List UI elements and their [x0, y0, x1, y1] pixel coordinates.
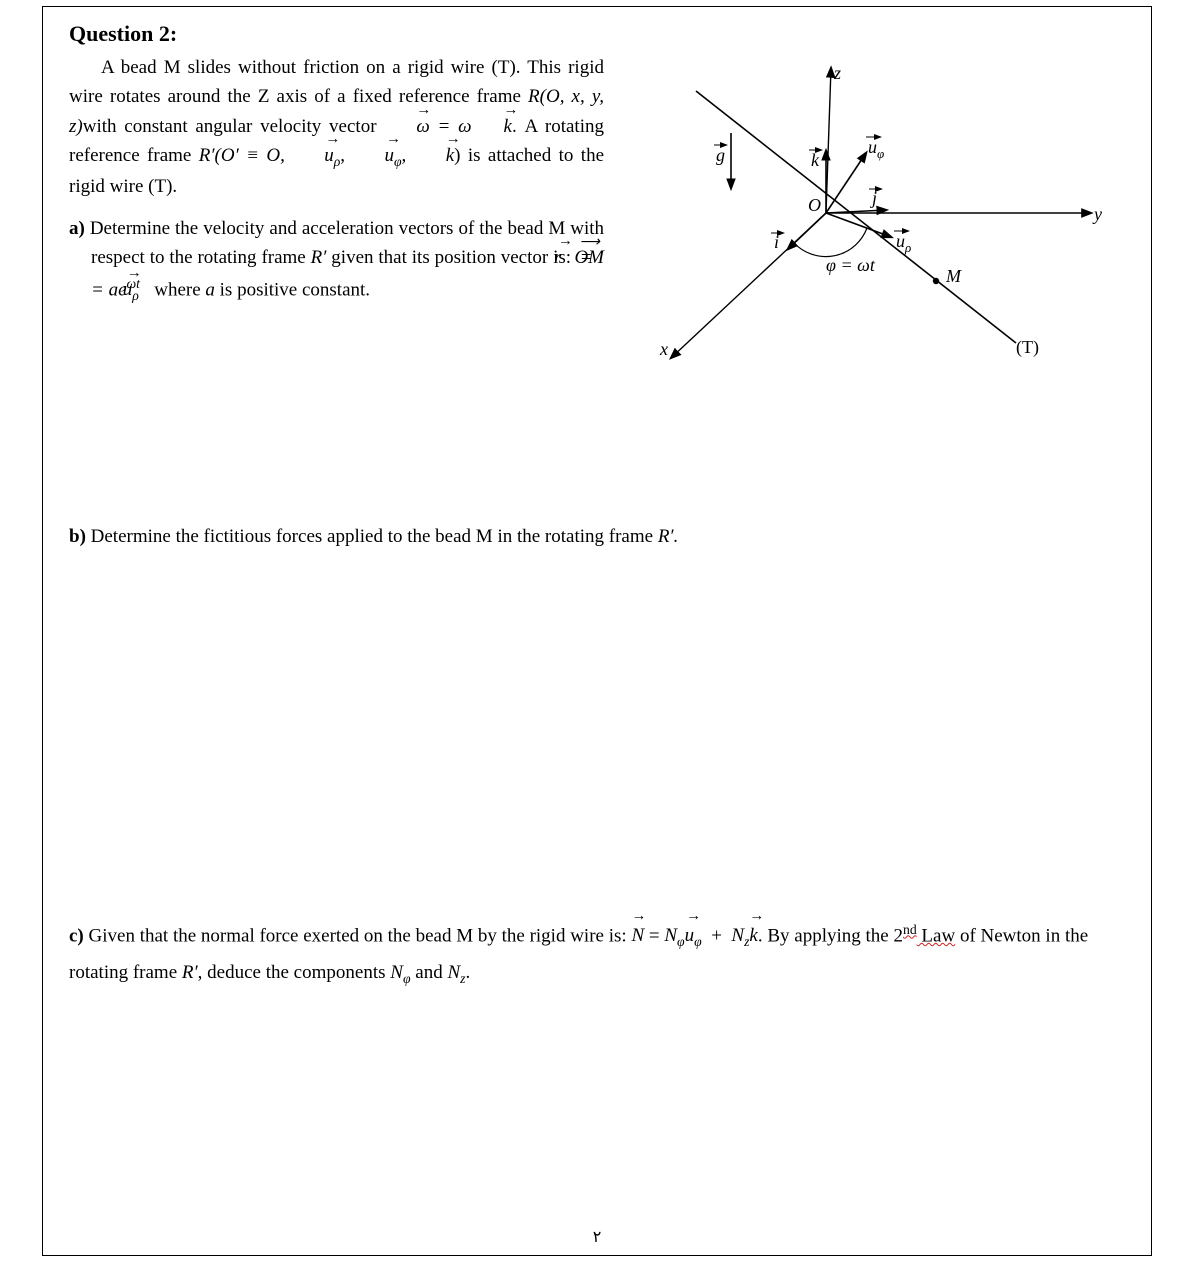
T-label: (T) — [1016, 337, 1039, 358]
omega-sym: ω — [416, 116, 429, 137]
rprime-frame: R′(O′ ≡ O, — [199, 145, 292, 166]
uphi-unit — [826, 153, 866, 213]
k-vector: →k — [472, 112, 512, 141]
point-M — [933, 278, 939, 284]
part-a: a) Determine the velocity and accelerati… — [69, 214, 604, 306]
j-label: j — [870, 188, 877, 208]
phi-eq-label: φ = ωt — [826, 255, 876, 275]
part-b-label: b) — [69, 526, 91, 547]
pc-4: , deduce the components — [198, 962, 391, 983]
k-label: k — [811, 150, 820, 170]
pb-R: R′. — [658, 526, 679, 547]
N-vector: →N — [631, 918, 644, 954]
pa-2: given that its position vector is: — [326, 247, 576, 268]
g-label: g — [716, 145, 725, 165]
O-label: O — [808, 195, 821, 215]
part-c: c) Given that the normal force exerted o… — [69, 917, 1125, 992]
u-sym4: u — [685, 925, 695, 946]
phi-sub3: φ — [694, 934, 702, 949]
law-wavy: Law — [917, 925, 956, 946]
r-sym: r — [554, 247, 561, 268]
second: 2 — [894, 925, 904, 946]
i-label: i — [774, 232, 779, 252]
uphi-vector3: →uφ — [685, 918, 702, 955]
page-frame: Question 2: A bead M slides without fric… — [42, 6, 1152, 1256]
and: and — [411, 962, 448, 983]
Nz2: Nz — [447, 962, 465, 983]
Nphi2: Nφ — [390, 962, 410, 983]
u-sym2: u — [384, 145, 394, 166]
intro-1: A bead M slides without friction on a ri… — [69, 57, 604, 107]
question-title: Question 2: — [69, 21, 1125, 47]
k-sym: k — [504, 116, 512, 137]
OM-vector: ⟶OM — [596, 243, 604, 272]
pc-1: Given that the normal force exerted on t… — [89, 925, 632, 946]
part-a-label: a) — [69, 218, 90, 239]
z-label: z — [833, 63, 841, 83]
wire-line — [696, 91, 1016, 343]
a-const: a — [205, 279, 215, 300]
part-a-body: a) Determine the velocity and accelerati… — [69, 214, 604, 306]
period: . — [465, 962, 470, 983]
ae: = ae — [91, 279, 127, 300]
urho-vector: →uρ — [292, 141, 340, 172]
diagram: z y x O g k j i uρ uφ M (T) φ = ωt — [616, 53, 1125, 363]
rho-sub2: ρ — [132, 288, 139, 303]
pa-4: is positive constant. — [215, 279, 370, 300]
i-unit — [788, 213, 826, 249]
N-sym: N — [631, 925, 644, 946]
phi-sub: φ — [394, 154, 402, 169]
k-sym2: k — [446, 145, 454, 166]
Nphi: Nφ — [664, 925, 684, 946]
intro-paragraph: A bead M slides without friction on a ri… — [69, 53, 604, 202]
nd-wavy: nd — [903, 922, 917, 937]
pc-R: R′ — [182, 962, 198, 983]
pa-R: R′ — [311, 247, 327, 268]
M-label: M — [945, 266, 962, 286]
Nz: Nz — [731, 925, 749, 946]
urho-label: uρ — [896, 231, 911, 255]
u-sym: u — [324, 145, 334, 166]
k-sym3: k — [749, 925, 757, 946]
intro-1b: with constant angular velocity vector — [83, 116, 385, 137]
urho-unit — [826, 213, 891, 237]
k-vector3: →k — [749, 918, 757, 954]
x-label: x — [659, 339, 668, 359]
u-sym3: u — [123, 279, 133, 300]
rho-sub: ρ — [334, 154, 341, 169]
y-label: y — [1092, 204, 1102, 224]
part-c-label: c) — [69, 925, 89, 946]
page-number: ٢ — [43, 1227, 1151, 1247]
uphi-vector: →uφ — [352, 141, 401, 172]
k-vector2: →k — [414, 141, 454, 170]
coordinate-diagram: z y x O g k j i uρ uφ M (T) φ = ωt — [616, 53, 1116, 373]
pa-3: where — [149, 279, 205, 300]
intro-text: A bead M slides without friction on a ri… — [69, 53, 604, 363]
pc-2: . By applying the — [758, 925, 894, 946]
intro-block: A bead M slides without friction on a ri… — [69, 53, 1125, 363]
part-b: b) Determine the fictitious forces appli… — [69, 523, 1125, 552]
uphi-label: uφ — [868, 137, 884, 161]
pb-text: Determine the fictitious forces applied … — [91, 526, 658, 547]
OM-sym: OM — [574, 247, 604, 268]
